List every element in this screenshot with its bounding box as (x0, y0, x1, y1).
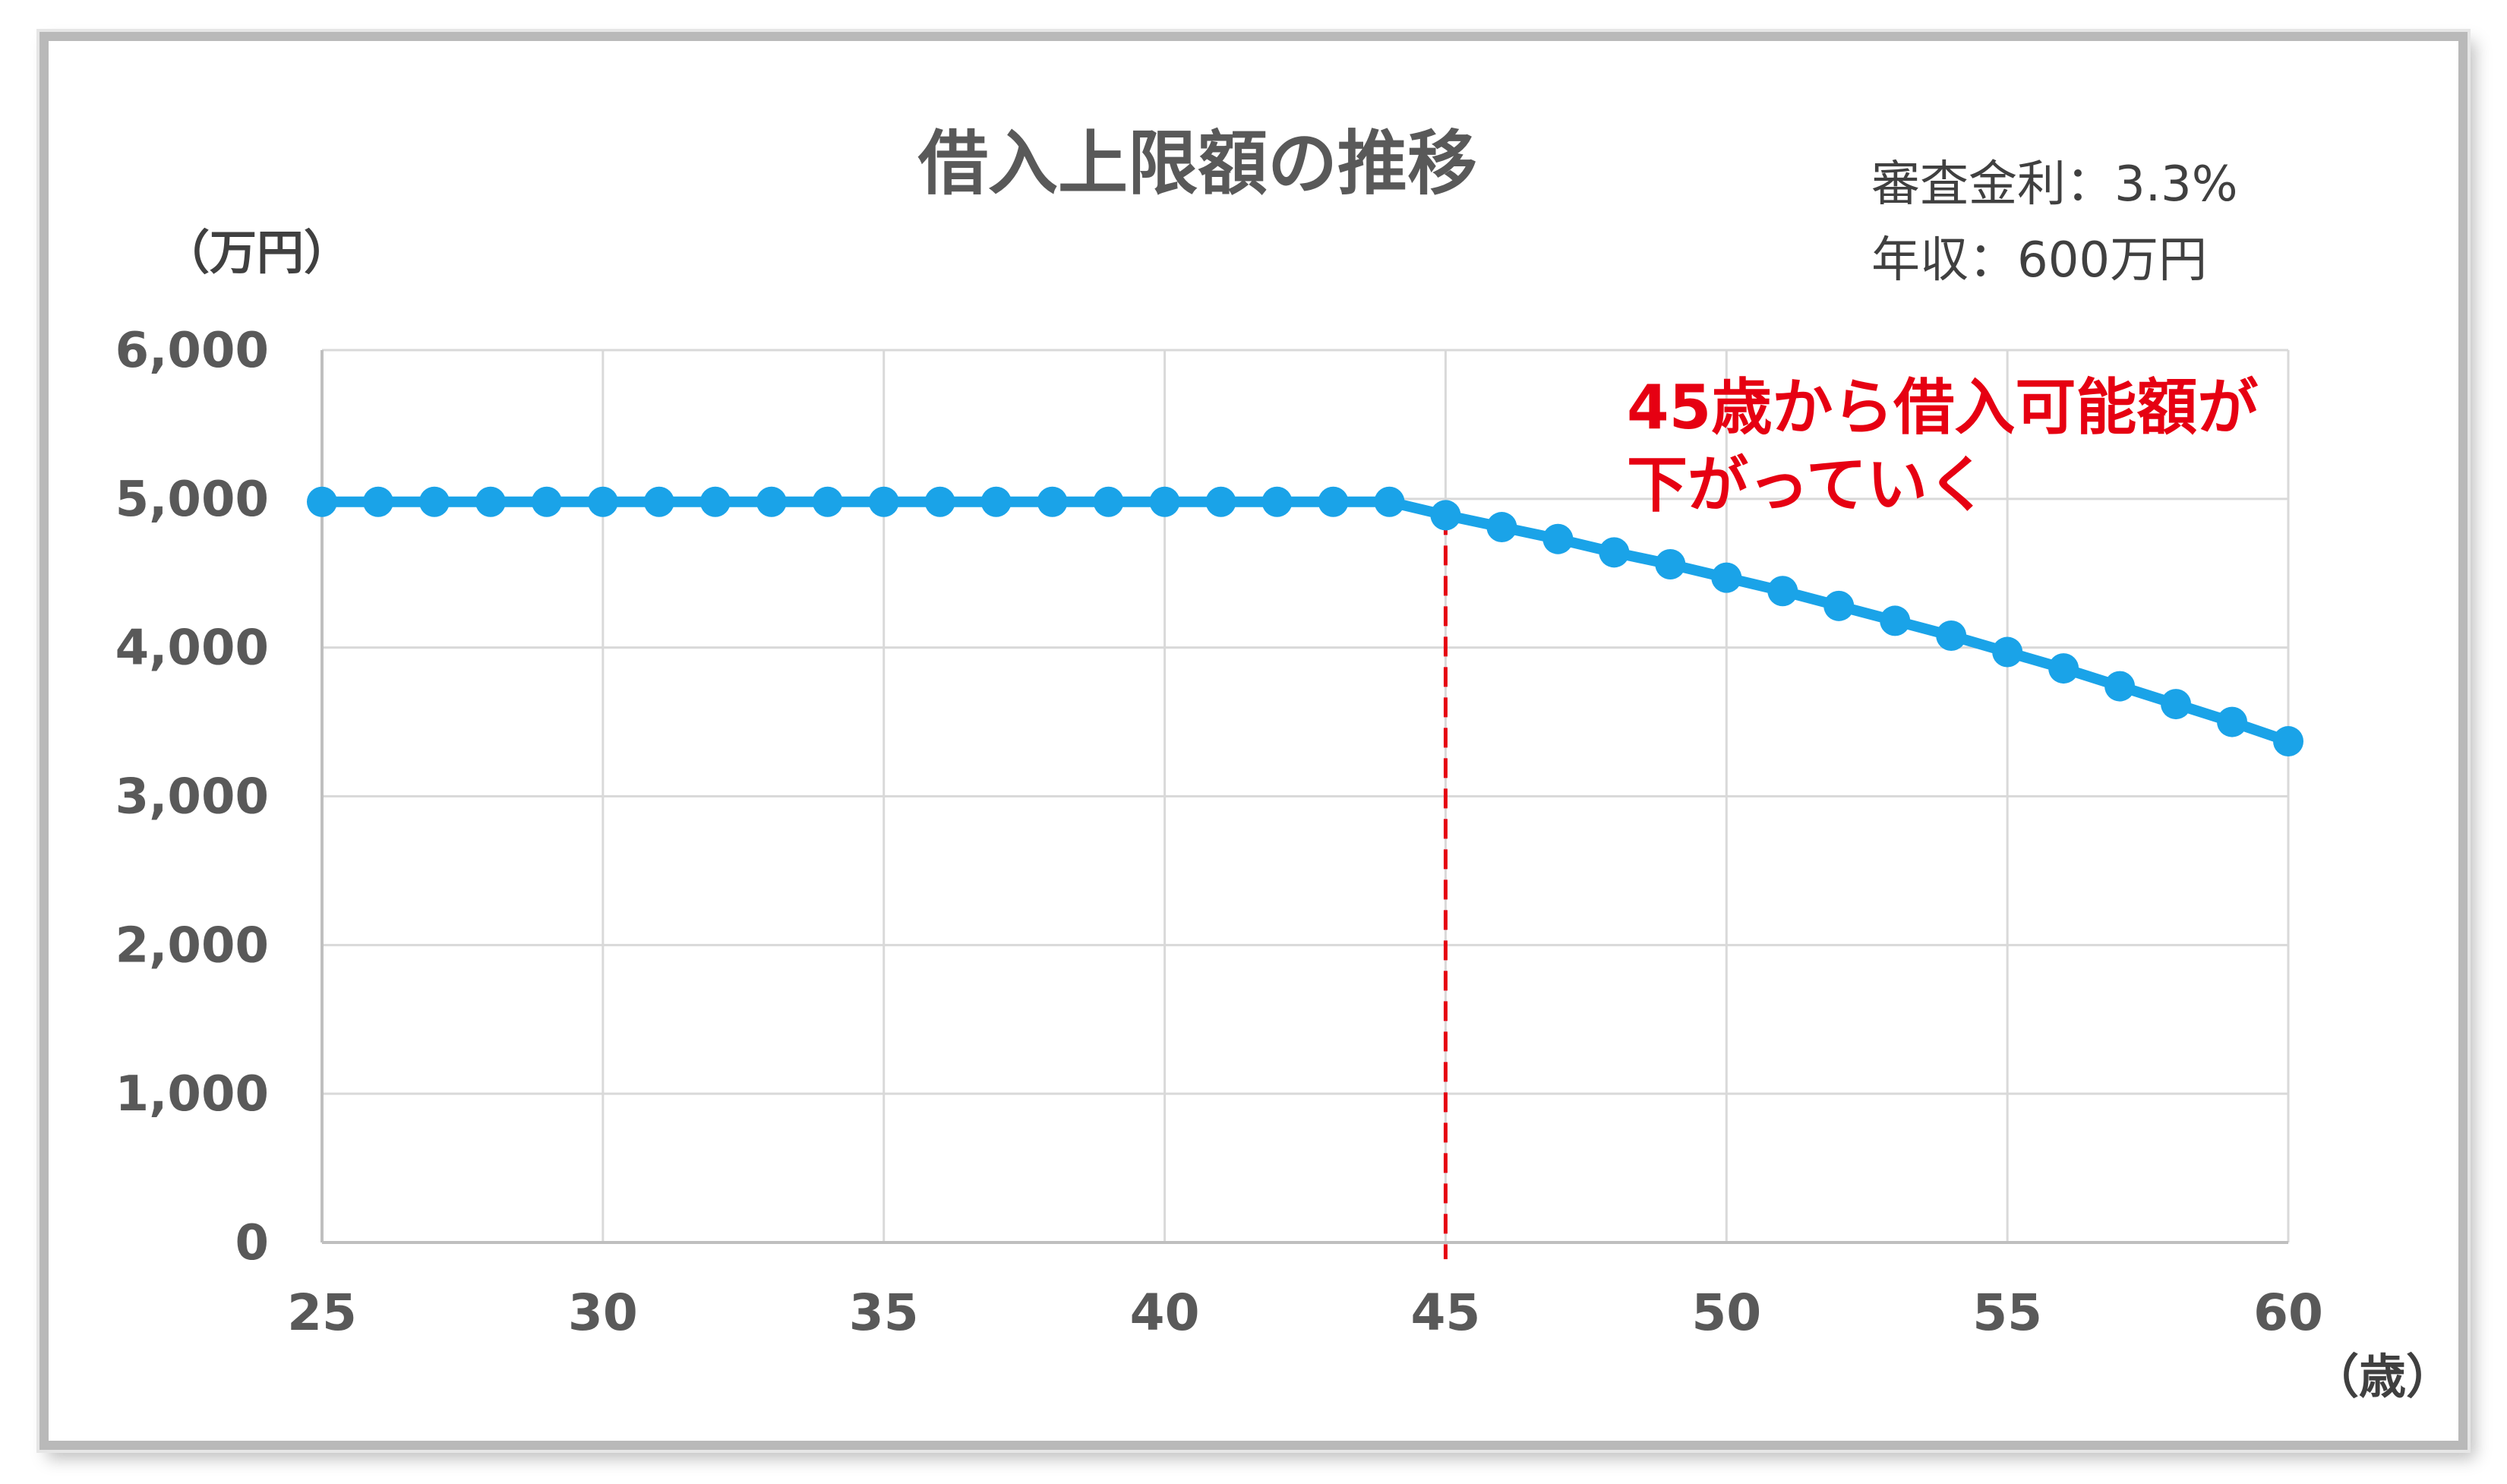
data-point (1430, 500, 1461, 531)
data-point (1205, 486, 1236, 517)
data-point (307, 486, 337, 517)
data-point (1149, 486, 1180, 517)
data-point (699, 486, 731, 517)
x-tick-label: 25 (287, 1284, 357, 1342)
data-point (1767, 576, 1798, 607)
y-tick-label: 4,000 (115, 620, 269, 677)
y-tick-label: 1,000 (115, 1066, 269, 1122)
x-tick-label: 55 (1972, 1284, 2042, 1342)
grid (322, 349, 2290, 1242)
data-point (1599, 537, 1630, 568)
data-point (587, 486, 618, 517)
data-point (868, 486, 899, 517)
x-tick-label: 60 (2253, 1284, 2323, 1342)
line-chart: 0 1,000 2,000 3,000 4,000 5,000 6,000 25 30 35 40 4… (115, 123, 2453, 1404)
x-tick-label: 30 (568, 1284, 638, 1342)
x-tick-label: 40 (1130, 1284, 1200, 1342)
data-point (1992, 636, 2023, 668)
y-tick-label: 6,000 (115, 323, 269, 379)
data-point (812, 486, 843, 517)
data-point (1318, 486, 1349, 517)
x-tick-label: 35 (849, 1284, 919, 1342)
tick-labels: 0 1,000 2,000 3,000 4,000 5,000 6,000 25 30 35 40 4… (115, 323, 2323, 1342)
data-point (1486, 512, 1517, 543)
data-point (1261, 486, 1293, 517)
data-point (1936, 620, 1967, 651)
data-point (2161, 689, 2192, 720)
chart-title: 借入上限額の推移 (917, 123, 1477, 204)
data-point (475, 486, 506, 517)
data-point (980, 486, 1012, 517)
data-point (1823, 590, 1855, 621)
data-point (2048, 653, 2079, 684)
data-point (362, 486, 393, 517)
note-annual-income: 年収：600万円 (1871, 232, 2207, 289)
data-point (756, 486, 787, 517)
y-axis-unit-label: （万円） (163, 225, 351, 280)
data-point (2104, 671, 2136, 702)
data-point (1880, 605, 1911, 636)
y-tick-label: 3,000 (115, 769, 269, 826)
y-tick-label: 5,000 (115, 472, 269, 528)
y-tick-label: 0 (235, 1215, 269, 1271)
data-point (2217, 706, 2248, 737)
data-point (1093, 486, 1124, 517)
series-group (307, 486, 2303, 757)
data-point (1711, 562, 1742, 593)
data-point (2273, 726, 2303, 757)
data-point (1037, 486, 1068, 517)
data-point (418, 486, 450, 517)
x-tick-label: 50 (1691, 1284, 1761, 1342)
x-axis-unit-label: （歳） (2312, 1349, 2453, 1404)
y-tick-label: 2,000 (115, 917, 269, 974)
note-interest-rate: 審査金利：3.3% (1871, 156, 2238, 213)
x-tick-label: 45 (1410, 1284, 1480, 1342)
data-point (1374, 486, 1405, 517)
data-point (1542, 523, 1574, 554)
data-point (924, 486, 955, 517)
annotation-line-1: 45歳から借入可能額が (1627, 372, 2258, 443)
data-point (1655, 549, 1686, 579)
chart-frame: 0 1,000 2,000 3,000 4,000 5,000 6,000 25 30 35 40 4… (39, 32, 2468, 1450)
series-line (317, 496, 2294, 747)
annotation-line-2: 下がっていく (1627, 450, 1988, 520)
data-point (643, 486, 674, 517)
data-point (531, 486, 562, 517)
